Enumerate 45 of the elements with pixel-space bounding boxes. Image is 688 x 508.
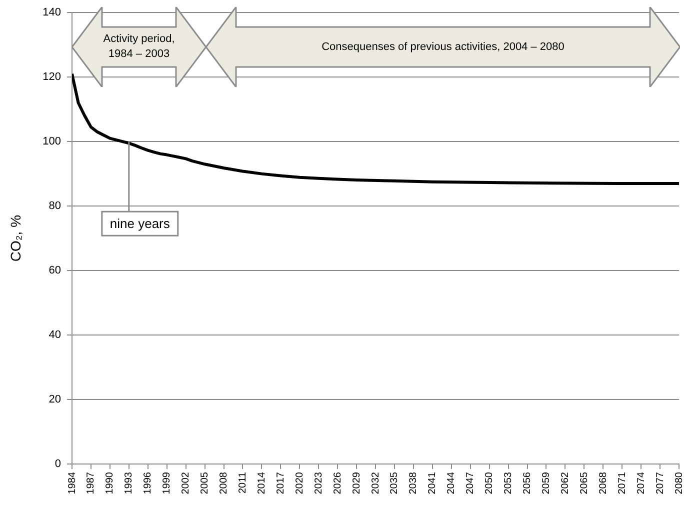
x-tick-label: 2002 [180,472,192,494]
x-tick-label: 2059 [540,472,552,494]
x-tick-label: 2008 [218,472,230,494]
x-tick-label: 1990 [104,472,116,494]
x-tick-label: 2074 [636,472,647,494]
y-tick-label: 120 [42,71,61,84]
x-tick-label: 2053 [503,472,514,494]
y-tick-label: 0 [54,458,61,470]
annotation: Activity period, 1984 – 2003 [102,32,176,62]
y-tick-label: 80 [48,200,61,212]
x-tick-label: 2068 [598,472,609,494]
x-tick-label: 2032 [370,472,382,494]
x-tick-label: 2077 [654,472,666,494]
x-tick-label: 2038 [408,472,420,494]
x-tick-label: 2035 [389,472,400,494]
x-tick-label: 2041 [427,472,438,494]
x-tick-label: 2044 [446,472,458,494]
y-tick-label: 140 [42,6,61,19]
x-tick-label: 2029 [351,472,362,494]
y-tick-label: 20 [48,394,61,406]
x-tick-label: 2014 [256,472,268,494]
x-tick-label: 2080 [674,472,685,494]
x-tick-label: 2065 [578,472,590,494]
x-tick-label: 2056 [522,472,533,494]
x-tick-label: 1984 [66,472,78,494]
annotation: nine years [110,216,170,232]
x-tick-label: 2023 [313,472,324,494]
x-tick-label: 2005 [200,472,211,494]
y-tick-label: 60 [48,264,61,277]
x-tick-label: 1993 [124,472,135,494]
x-tick-label: 1987 [86,472,97,494]
x-tick-label: 2050 [484,472,496,494]
x-tick-label: 2071 [616,472,628,494]
annotation: Consequenses of previous activities, 2004 – 2080 [320,40,566,54]
y-axis-title: CO₂, % [7,214,24,262]
x-tick-label: 2026 [332,472,344,494]
y-tick-label: 100 [42,136,61,148]
x-tick-label: 1999 [162,472,173,494]
x-tick-label: 2020 [294,472,306,494]
x-tick-label: 2011 [237,472,248,494]
x-tick-label: 1996 [142,472,154,494]
x-tick-label: 2017 [275,472,286,494]
x-tick-label: 2062 [560,472,571,494]
x-tick-label: 2047 [465,472,476,494]
y-tick-label: 40 [48,329,61,342]
